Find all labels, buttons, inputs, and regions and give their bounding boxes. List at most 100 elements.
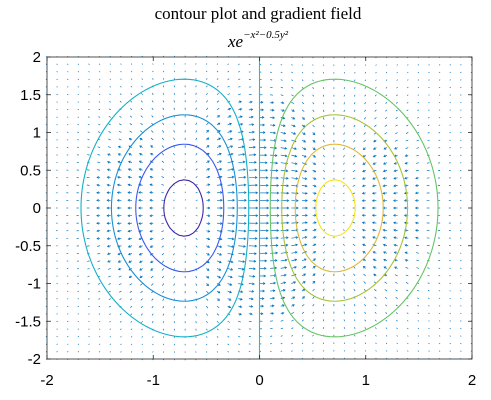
gradient-arrow: [195, 283, 198, 286]
gradient-arrow: [428, 71, 430, 74]
gradient-arrow: [449, 94, 451, 96]
gradient-arrow: [404, 161, 409, 165]
gradient-arrow: [396, 319, 398, 322]
gradient-arrow: [371, 191, 377, 195]
gradient-arrow: [301, 94, 304, 97]
gradient-arrow: [248, 312, 253, 316]
gradient-arrow: [216, 198, 223, 202]
gradient-arrow: [375, 327, 377, 330]
gradient-arrow: [108, 305, 111, 308]
gradient-arrow: [438, 124, 441, 126]
gradient-arrow: [140, 100, 143, 103]
gradient-arrow: [406, 320, 409, 322]
gradient-arrow: [385, 327, 388, 330]
gradient-arrow: [291, 251, 298, 254]
gradient-arrow: [301, 199, 308, 203]
gradient-arrow: [427, 147, 430, 149]
gradient-arrow: [364, 94, 367, 97]
gradient-arrow: [438, 71, 441, 74]
gradient-arrow: [438, 350, 441, 352]
gradient-arrow: [375, 86, 377, 89]
gradient-arrow: [162, 298, 165, 301]
gradient-arrow: [109, 86, 111, 88]
gradient-arrow: [270, 312, 275, 315]
x-tick-label: 2: [468, 372, 476, 389]
gradient-arrow: [280, 350, 283, 352]
gradient-arrow: [291, 147, 297, 150]
gradient-arrow: [127, 198, 133, 202]
gradient-arrow: [206, 343, 208, 346]
gradient-arrow: [152, 343, 154, 346]
gradient-arrow: [280, 124, 286, 127]
gradient-arrow: [227, 85, 230, 88]
gradient-arrow: [96, 191, 101, 195]
gradient-arrow: [280, 320, 284, 322]
gradient-arrow: [395, 289, 398, 292]
gradient-arrow: [363, 273, 366, 277]
gradient-arrow: [141, 78, 143, 80]
gradient-arrow: [364, 319, 367, 322]
gradient-arrow: [87, 154, 90, 156]
gradient-arrow: [312, 273, 316, 277]
gradient-arrow: [161, 137, 165, 141]
gradient-arrow: [227, 305, 232, 309]
gradient-arrow: [301, 311, 305, 314]
gradient-arrow: [301, 102, 305, 105]
gradient-arrow: [138, 191, 143, 194]
gradient-arrow: [206, 229, 211, 233]
gradient-arrow: [130, 93, 133, 96]
gradient-arrow: [97, 268, 101, 270]
gradient-arrow: [427, 124, 430, 126]
gradient-arrow: [97, 260, 101, 262]
gradient-arrow: [373, 266, 377, 269]
gradient-arrow: [301, 304, 305, 307]
gradient-arrow: [138, 206, 143, 210]
gradient-arrow: [259, 116, 265, 119]
gradient-arrow: [323, 222, 326, 224]
gradient-arrow: [406, 312, 409, 314]
gradient-arrow: [130, 320, 133, 323]
gradient-arrow: [407, 327, 409, 330]
gradient-arrow: [343, 117, 345, 120]
gradient-arrow: [98, 305, 101, 308]
gradient-arrow: [322, 266, 325, 269]
gradient-arrow: [149, 175, 154, 179]
gradient-arrow: [120, 78, 122, 80]
gradient-arrow: [322, 109, 325, 113]
gradient-arrow: [173, 222, 175, 225]
gradient-arrow: [395, 281, 398, 284]
gradient-arrow: [438, 275, 441, 277]
gradient-arrow: [107, 153, 111, 157]
gradient-arrow: [149, 237, 154, 241]
gradient-arrow: [238, 71, 240, 73]
gradient-arrow: [140, 107, 143, 111]
gradient-arrow: [395, 304, 398, 307]
gradient-arrow: [216, 320, 219, 324]
gradient-arrow: [98, 101, 101, 103]
gradient-arrow: [106, 198, 111, 202]
gradient-arrow: [109, 63, 111, 65]
gradient-arrow: [322, 170, 326, 173]
gradient-arrow: [173, 245, 175, 248]
gradient-arrow: [227, 275, 233, 279]
gradient-arrow: [396, 335, 398, 337]
gradient-arrow: [427, 297, 430, 299]
gradient-arrow: [238, 168, 246, 172]
gradient-arrow: [382, 184, 388, 188]
gradient-arrow: [395, 312, 398, 314]
gradient-arrow: [129, 298, 133, 301]
gradient-arrow: [417, 109, 420, 111]
gradient-arrow: [98, 116, 101, 118]
gradient-arrow: [117, 153, 122, 156]
gradient-arrow: [195, 191, 198, 194]
gradient-arrow: [248, 221, 259, 225]
gradient-arrow: [291, 304, 295, 307]
gradient-arrow: [206, 183, 211, 187]
gradient-arrow: [364, 350, 367, 352]
gradient-arrow: [352, 243, 356, 247]
gradient-arrow: [438, 282, 441, 284]
gradient-arrow: [248, 305, 254, 308]
gradient-arrow: [56, 328, 58, 330]
gradient-arrow: [139, 275, 143, 279]
gradient-arrow: [322, 281, 325, 284]
